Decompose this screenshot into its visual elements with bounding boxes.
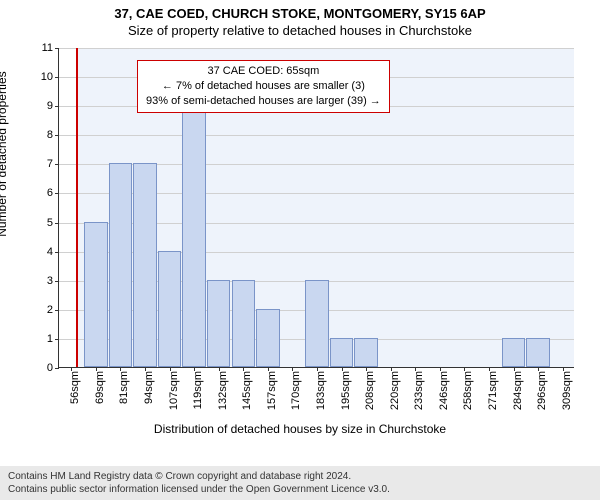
xtick-label: 271sqm xyxy=(487,367,499,410)
ytick-label: 5 xyxy=(47,217,59,229)
xtick-label: 220sqm xyxy=(389,367,401,410)
plot-area: 0123456789101156sqm69sqm81sqm94sqm107sqm… xyxy=(58,48,574,368)
histogram-bar xyxy=(207,280,230,367)
xtick-label: 107sqm xyxy=(168,367,180,410)
annotation-line-2: ← 7% of detached houses are smaller (3) xyxy=(146,79,381,94)
annotation-line-3: 93% of semi-detached houses are larger (… xyxy=(146,94,381,109)
xtick-label: 258sqm xyxy=(462,367,474,410)
ytick-label: 9 xyxy=(47,100,59,112)
histogram-bar xyxy=(133,163,156,367)
histogram-bar xyxy=(354,338,377,367)
histogram-bar xyxy=(502,338,525,367)
footer: Contains HM Land Registry data © Crown c… xyxy=(0,466,600,500)
histogram-bar xyxy=(526,338,549,367)
histogram-bar xyxy=(330,338,353,367)
histogram-bar xyxy=(256,309,279,367)
ytick-label: 2 xyxy=(47,304,59,316)
xtick-label: 246sqm xyxy=(438,367,450,410)
xtick-label: 170sqm xyxy=(290,367,302,410)
histogram-bar xyxy=(84,222,107,367)
xtick-label: 309sqm xyxy=(561,367,573,410)
ytick-label: 4 xyxy=(47,246,59,258)
histogram-bar xyxy=(158,251,181,367)
ytick-label: 6 xyxy=(47,187,59,199)
xtick-label: 208sqm xyxy=(364,367,376,410)
ytick-label: 7 xyxy=(47,158,59,170)
xtick-label: 56sqm xyxy=(69,367,81,404)
chart-subtitle: Size of property relative to detached ho… xyxy=(0,21,600,38)
histogram-bar xyxy=(109,163,132,367)
footer-line-2: Contains public sector information licen… xyxy=(8,483,592,496)
ytick-label: 8 xyxy=(47,129,59,141)
gridline xyxy=(59,135,574,136)
ytick-label: 0 xyxy=(47,362,59,374)
xtick-label: 119sqm xyxy=(192,367,204,409)
ytick-label: 10 xyxy=(41,71,59,83)
x-axis-label: Distribution of detached houses by size … xyxy=(0,422,600,436)
xtick-label: 195sqm xyxy=(340,367,352,410)
chart-container: Number of detached properties 0123456789… xyxy=(0,42,600,440)
xtick-label: 69sqm xyxy=(94,367,106,404)
y-axis-label: Number of detached properties xyxy=(0,71,9,236)
address-title: 37, CAE COED, CHURCH STOKE, MONTGOMERY, … xyxy=(0,0,600,21)
xtick-label: 296sqm xyxy=(536,367,548,410)
annotation-line-1: 37 CAE COED: 65sqm xyxy=(146,64,381,79)
xtick-label: 183sqm xyxy=(315,367,327,410)
footer-line-1: Contains HM Land Registry data © Crown c… xyxy=(8,470,592,483)
ytick-label: 11 xyxy=(42,42,59,54)
histogram-bar xyxy=(305,280,328,367)
xtick-label: 81sqm xyxy=(118,367,130,404)
ytick-label: 1 xyxy=(47,333,59,345)
xtick-label: 157sqm xyxy=(266,367,278,410)
xtick-label: 132sqm xyxy=(217,367,229,410)
xtick-label: 94sqm xyxy=(143,367,155,404)
xtick-label: 284sqm xyxy=(512,367,524,410)
histogram-bar xyxy=(182,105,205,367)
reference-line xyxy=(76,48,78,367)
histogram-bar xyxy=(232,280,255,367)
xtick-label: 233sqm xyxy=(413,367,425,410)
gridline xyxy=(59,48,574,49)
ytick-label: 3 xyxy=(47,275,59,287)
xtick-label: 145sqm xyxy=(241,367,253,410)
annotation-box: 37 CAE COED: 65sqm ← 7% of detached hous… xyxy=(137,60,390,113)
